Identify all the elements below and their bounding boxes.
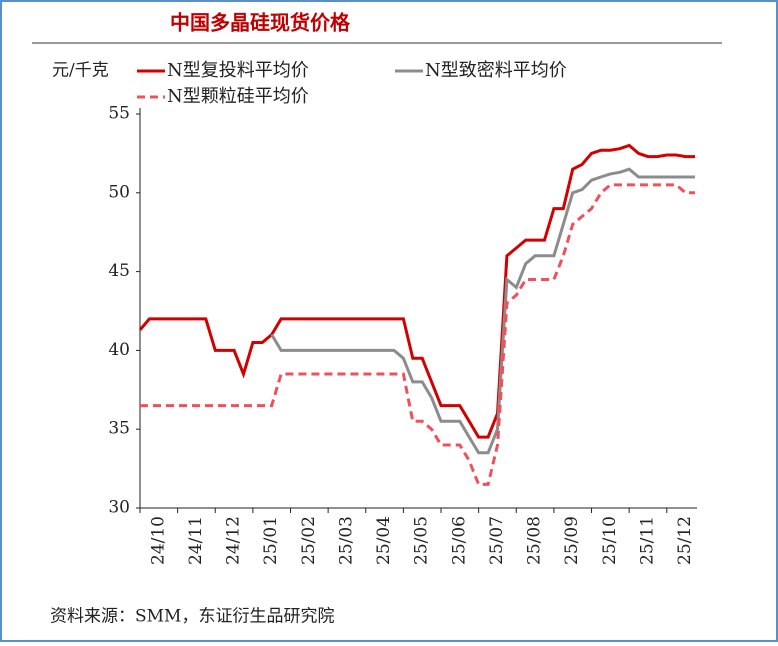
x-tick-label: 25/05 xyxy=(412,516,432,565)
x-tick-label: 25/02 xyxy=(299,516,319,565)
legend-label: N型复投料平均价 xyxy=(167,60,309,81)
series-line xyxy=(270,167,695,455)
y-tick-label: 30 xyxy=(108,498,130,518)
chart-title: 中国多晶硅现货价格 xyxy=(170,11,351,35)
x-tick-label: 25/04 xyxy=(374,516,394,565)
x-tick-label: 25/09 xyxy=(562,516,582,565)
y-tick-label: 45 xyxy=(108,261,130,281)
y-tick-label: 40 xyxy=(108,340,130,360)
legend-label: N型致密料平均价 xyxy=(425,60,567,81)
x-tick-label: 25/01 xyxy=(261,516,281,565)
source: 资料来源：SMM，东证衍生品研究院 xyxy=(50,607,334,627)
y-unit: 元/千克 xyxy=(52,61,109,81)
legend-label: N型颗粒硅平均价 xyxy=(167,86,309,107)
x-tick-label: 24/12 xyxy=(224,516,244,565)
y-tick-label: 55 xyxy=(108,104,130,124)
x-tick-label: 25/07 xyxy=(487,516,507,565)
x-tick-label: 24/10 xyxy=(148,516,168,565)
series-line xyxy=(140,183,695,486)
x-tick-label: 25/06 xyxy=(449,516,469,565)
y-tick-label: 35 xyxy=(108,419,130,439)
x-tick-label: 25/12 xyxy=(675,516,695,565)
x-tick-label: 24/11 xyxy=(186,516,206,565)
series-line xyxy=(138,143,695,439)
x-tick-label: 25/08 xyxy=(525,516,545,565)
x-tick-label: 25/10 xyxy=(600,516,620,565)
x-tick-label: 25/03 xyxy=(336,516,356,565)
y-tick-label: 50 xyxy=(108,182,130,202)
x-tick-label: 25/11 xyxy=(637,516,657,565)
